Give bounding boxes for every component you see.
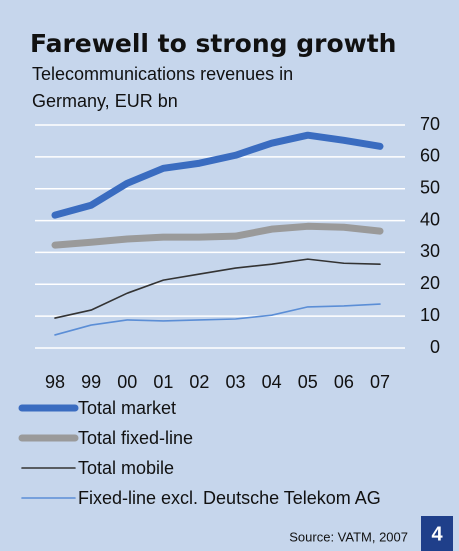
subtitle: Telecommunications revenues in xyxy=(32,64,293,84)
y-tick-label: 50 xyxy=(420,177,440,197)
legend-label: Total mobile xyxy=(78,458,174,478)
x-tick-label: 00 xyxy=(117,372,137,392)
y-tick-label: 10 xyxy=(420,305,440,325)
y-tick-label: 20 xyxy=(420,273,440,293)
chart-title: Farewell to strong growth xyxy=(30,29,396,58)
series-line xyxy=(51,222,384,249)
page-badge xyxy=(421,516,453,551)
x-tick-label: 06 xyxy=(334,372,354,392)
legend-label: Fixed-line excl. Deutsche Telekom AG xyxy=(78,488,381,508)
legend-label: Total fixed-line xyxy=(78,428,193,448)
source: Source: VATM, 2007 xyxy=(289,529,408,544)
y-tick-label: 70 xyxy=(420,114,440,134)
series-line xyxy=(51,131,384,219)
x-tick-label: 99 xyxy=(81,372,101,392)
x-tick-label: 01 xyxy=(153,372,173,392)
x-tick-label: 07 xyxy=(370,372,390,392)
x-tick-label: 02 xyxy=(189,372,209,392)
y-tick-label: 40 xyxy=(420,209,440,229)
x-tick-label: 03 xyxy=(226,372,246,392)
x-tick-label: 98 xyxy=(45,372,65,392)
y-tick-label: 0 xyxy=(430,337,440,357)
y-tick-label: 30 xyxy=(420,241,440,261)
legend-label: Total market xyxy=(78,398,176,418)
series-line xyxy=(54,258,381,319)
x-tick-label: 04 xyxy=(262,372,282,392)
page-number: 4 xyxy=(431,523,443,545)
subtitle: Germany, EUR bn xyxy=(32,91,178,111)
series-line xyxy=(54,303,381,336)
x-tick-label: 05 xyxy=(298,372,318,392)
y-tick-label: 60 xyxy=(420,146,440,166)
